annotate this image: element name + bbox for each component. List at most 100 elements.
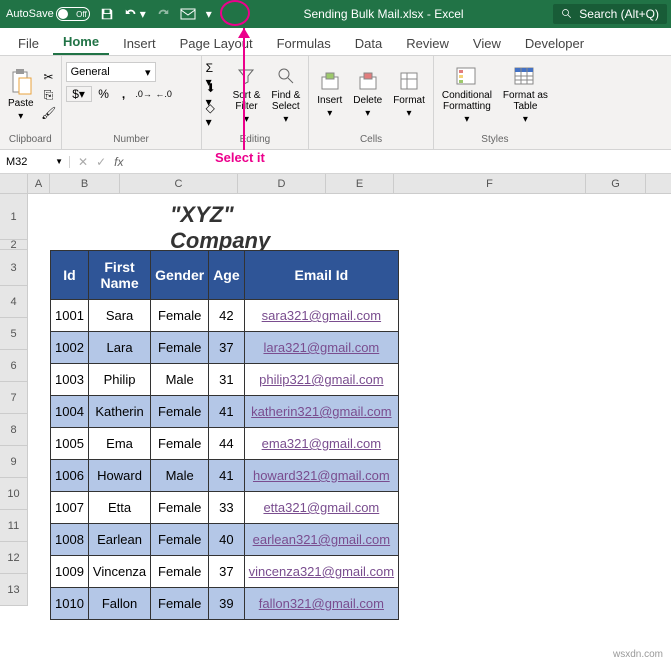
table-cell[interactable]: ema321@gmail.com [244, 428, 398, 460]
table-cell[interactable]: etta321@gmail.com [244, 492, 398, 524]
table-cell[interactable]: 37 [209, 332, 244, 364]
table-cell[interactable]: katherin321@gmail.com [244, 396, 398, 428]
redo-icon[interactable] [154, 6, 172, 22]
autosave-toggle[interactable]: AutoSave Off [4, 6, 92, 22]
table-cell[interactable]: 33 [209, 492, 244, 524]
percent-icon[interactable]: % [96, 86, 112, 102]
table-cell[interactable]: 41 [209, 396, 244, 428]
tab-view[interactable]: View [463, 32, 511, 55]
find-select-button[interactable]: Find & Select▾ [267, 64, 304, 127]
table-cell[interactable]: Vincenza [88, 556, 150, 588]
table-cell[interactable]: Lara [88, 332, 150, 364]
decrease-decimal-icon[interactable]: ←.0 [156, 86, 172, 102]
table-row[interactable]: 1003PhilipMale31 philip321@gmail.com [51, 364, 399, 396]
table-cell[interactable]: Male [151, 460, 209, 492]
row-header-1[interactable]: 1 [0, 194, 28, 240]
table-cell[interactable]: 1010 [51, 588, 89, 620]
table-cell[interactable]: Female [151, 428, 209, 460]
table-cell[interactable]: Etta [88, 492, 150, 524]
currency-icon[interactable]: $▾ [66, 86, 92, 102]
row-header-12[interactable]: 12 [0, 542, 28, 574]
table-cell[interactable]: 42 [209, 300, 244, 332]
paste-button[interactable]: Paste▾ [4, 66, 38, 124]
sort-filter-button[interactable]: Sort & Filter▾ [229, 64, 265, 127]
table-row[interactable]: 1007EttaFemale33 etta321@gmail.com [51, 492, 399, 524]
table-cell[interactable]: Philip [88, 364, 150, 396]
table-row[interactable]: 1001SaraFemale42sara321@gmail.com [51, 300, 399, 332]
table-cell[interactable]: Female [151, 300, 209, 332]
table-cell[interactable]: Howard [88, 460, 150, 492]
col-header-G[interactable]: G [586, 174, 646, 193]
table-cell[interactable]: 1001 [51, 300, 89, 332]
email-link[interactable]: etta321@gmail.com [263, 500, 379, 515]
table-cell[interactable]: Male [151, 364, 209, 396]
table-cell[interactable]: 40 [209, 524, 244, 556]
table-cell[interactable]: Katherin [88, 396, 150, 428]
table-cell[interactable]: Sara [88, 300, 150, 332]
email-link[interactable]: lara321@gmail.com [263, 340, 379, 355]
name-box[interactable]: M32▼ [0, 156, 70, 168]
customize-qat-icon[interactable]: ▾ [204, 6, 214, 22]
col-header-D[interactable]: D [238, 174, 326, 193]
table-cell[interactable]: 1005 [51, 428, 89, 460]
email-link[interactable]: howard321@gmail.com [253, 468, 390, 483]
col-header-C[interactable]: C [120, 174, 238, 193]
table-cell[interactable]: 1007 [51, 492, 89, 524]
table-cell[interactable]: howard321@gmail.com [244, 460, 398, 492]
table-cell[interactable]: 1008 [51, 524, 89, 556]
increase-decimal-icon[interactable]: .0→ [136, 86, 152, 102]
table-cell[interactable]: vincenza321@gmail.com [244, 556, 398, 588]
tab-review[interactable]: Review [396, 32, 459, 55]
tab-insert[interactable]: Insert [113, 32, 166, 55]
tab-home[interactable]: Home [53, 30, 109, 55]
email-link[interactable]: philip321@gmail.com [259, 372, 383, 387]
email-link[interactable]: ema321@gmail.com [262, 436, 381, 451]
undo-icon[interactable]: ▾ [122, 6, 148, 22]
row-header-5[interactable]: 5 [0, 318, 28, 350]
table-cell[interactable]: Earlean [88, 524, 150, 556]
col-header-B[interactable]: B [50, 174, 120, 193]
col-header-A[interactable]: A [28, 174, 50, 193]
fx-enter-icon[interactable]: ✓ [96, 155, 106, 169]
conditional-formatting-button[interactable]: Conditional Formatting▾ [438, 64, 496, 127]
email-link[interactable]: fallon321@gmail.com [259, 596, 384, 611]
row-header-7[interactable]: 7 [0, 382, 28, 414]
table-row[interactable]: 1006HowardMale41howard321@gmail.com [51, 460, 399, 492]
row-header-13[interactable]: 13 [0, 574, 28, 606]
row-header-6[interactable]: 6 [0, 350, 28, 382]
number-format-select[interactable]: General▾ [66, 62, 156, 82]
tab-file[interactable]: File [8, 32, 49, 55]
table-cell[interactable]: Female [151, 332, 209, 364]
delete-cells-button[interactable]: Delete▾ [349, 69, 386, 121]
table-cell[interactable]: lara321@gmail.com [244, 332, 398, 364]
row-header-10[interactable]: 10 [0, 478, 28, 510]
format-cells-button[interactable]: Format▾ [389, 69, 429, 121]
email-link[interactable]: earlean321@gmail.com [253, 532, 391, 547]
table-cell[interactable]: 31 [209, 364, 244, 396]
insert-cells-button[interactable]: Insert▾ [313, 69, 346, 121]
table-cell[interactable]: 1002 [51, 332, 89, 364]
fx-icon[interactable]: fx [114, 155, 123, 169]
table-row[interactable]: 1002LaraFemale37 lara321@gmail.com [51, 332, 399, 364]
save-icon[interactable] [98, 6, 116, 22]
clear-icon[interactable]: ◇ ▾ [206, 107, 222, 123]
row-header-11[interactable]: 11 [0, 510, 28, 542]
row-header-2[interactable]: 2 [0, 240, 28, 250]
table-cell[interactable]: 1004 [51, 396, 89, 428]
table-cell[interactable]: sara321@gmail.com [244, 300, 398, 332]
toggle-switch[interactable]: Off [56, 7, 90, 21]
table-cell[interactable]: 1003 [51, 364, 89, 396]
row-header-3[interactable]: 3 [0, 250, 28, 286]
search-box[interactable]: Search (Alt+Q) [553, 4, 667, 24]
table-row[interactable]: 1005EmaFemale44ema321@gmail.com [51, 428, 399, 460]
table-cell[interactable]: 1006 [51, 460, 89, 492]
table-row[interactable]: 1008EarleanFemale40earlean321@gmail.com [51, 524, 399, 556]
format-as-table-button[interactable]: Format as Table▾ [499, 64, 552, 127]
col-header-E[interactable]: E [326, 174, 394, 193]
table-cell[interactable]: Female [151, 492, 209, 524]
table-cell[interactable]: philip321@gmail.com [244, 364, 398, 396]
table-cell[interactable]: Female [151, 556, 209, 588]
fx-cancel-icon[interactable]: ✕ [78, 155, 88, 169]
cut-icon[interactable]: ✂ [41, 69, 57, 85]
row-header-8[interactable]: 8 [0, 414, 28, 446]
